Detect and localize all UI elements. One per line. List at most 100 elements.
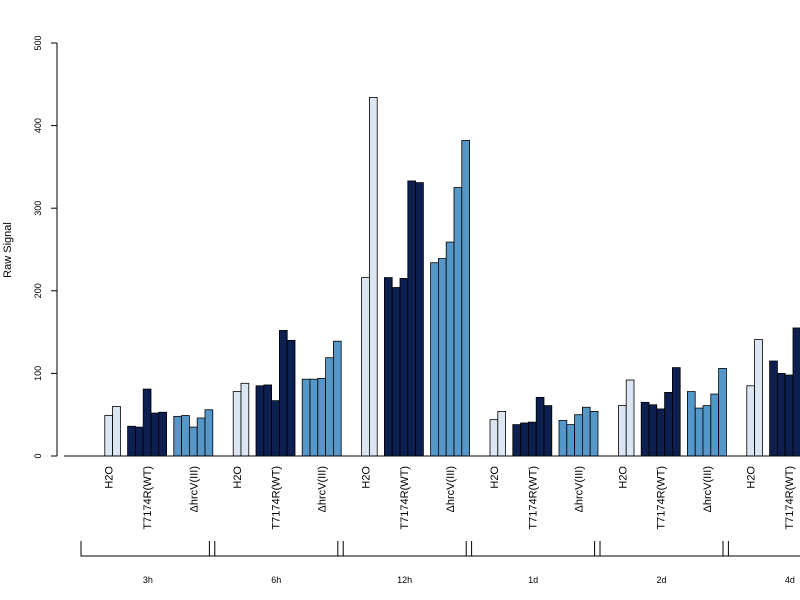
bar [664,391,673,457]
bar [784,374,794,457]
bar [415,182,424,457]
x-category-label: H2O [361,466,373,489]
y-tick-label: 100 [33,366,43,381]
bar [255,385,265,457]
bar [558,420,568,457]
x-category-label: ΔhrcV(III) [445,466,457,512]
x-category-label: H2O [617,466,629,489]
bar [656,408,665,457]
bar [754,339,763,457]
x-category-label: H2O [104,466,116,489]
timepoint-label: 6h [271,575,281,585]
y-tick-label: 300 [33,201,43,216]
bar [640,401,650,457]
bar [437,258,447,457]
bar [181,415,190,457]
bar [618,405,627,457]
bar [574,414,583,457]
x-category-labels: H2O T7174R(WT) ΔhrcV(III) H2O T7174R(WT) Δhrc… [104,466,796,530]
x-category-label: ΔhrcV(III) [574,466,586,512]
bar [232,391,242,457]
y-axis-label: Raw Signal [2,222,14,278]
bar [196,417,206,457]
timepoint-bracket [208,541,344,557]
bar [278,330,288,457]
bar [407,180,416,457]
bar [648,404,658,457]
bar [769,360,778,457]
x-category-label: T7174R(WT) [271,466,283,530]
y-tick-label: 0 [33,453,43,458]
x-category-label: ΔhrcV(III) [188,466,200,512]
bar [361,277,370,457]
bar [240,382,250,457]
bar [399,278,409,457]
x-category-label: T7174R(WT) [527,466,539,530]
bar [589,410,599,457]
bar [173,415,183,457]
timepoint-label: 12h [397,575,412,585]
bar [317,377,326,457]
bar [489,419,499,457]
bar [528,421,537,457]
bar [301,378,311,457]
timepoint-bracket [722,541,800,557]
bar [158,411,168,457]
timepoint-bracket [465,541,601,557]
bar [188,426,198,457]
bar [104,415,114,457]
bar [112,406,121,457]
timepoint-label: 2d [656,575,666,585]
bar [263,384,272,457]
bar [566,424,575,457]
bar [702,405,712,457]
bar [461,140,470,457]
bar [520,422,529,457]
bar [535,396,545,457]
timepoint-bracket [337,541,473,557]
bar [777,372,786,457]
x-category-label: H2O [489,466,501,489]
bar [718,368,727,457]
bar [497,410,506,457]
bar [271,400,280,457]
bars [104,97,800,457]
bar [309,378,319,457]
bar [453,187,463,457]
bar [746,385,755,457]
bar [332,340,342,457]
x-category-label: T7174R(WT) [656,466,668,530]
bar [672,367,681,457]
bar [383,277,393,457]
bar [792,327,800,457]
x-category-label: T7174R(WT) [784,466,796,530]
y-axis: 0 100 200 300 400 500 [33,35,58,459]
timepoint-bracket [80,541,216,557]
x-category-label: ΔhrcV(III) [317,466,329,512]
bar [325,357,334,457]
bar [368,97,378,457]
bar [625,379,635,457]
bar [582,406,591,457]
timepoint-label: 3h [143,575,153,585]
timepoint-label: 1d [528,575,538,585]
x-category-label: H2O [232,466,244,489]
bar [512,424,521,457]
y-tick-label: 200 [33,283,43,298]
bar [430,262,439,457]
bar [445,241,455,457]
bar [391,287,401,457]
bar [687,391,696,457]
bar [694,407,704,457]
timepoint-label: 4d [785,575,795,585]
bar [150,412,160,457]
bar [710,393,719,457]
bar [127,425,136,457]
x-category-label: H2O [746,466,758,489]
bar [286,339,296,457]
x-category-label: T7174R(WT) [142,466,154,530]
timepoint-brackets: 3h6h12h1d2d4d6d [80,541,800,585]
y-tick-label: 500 [33,35,43,50]
bar [142,388,152,457]
